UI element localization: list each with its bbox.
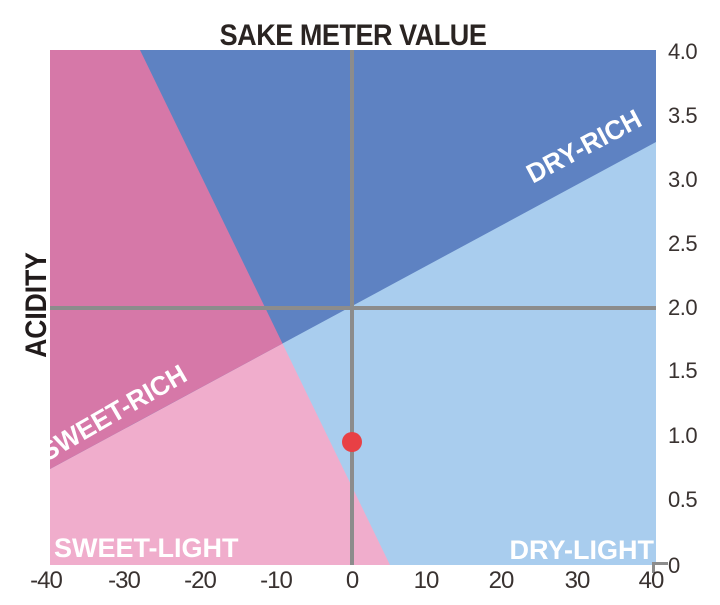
region-sweet-rich	[50, 50, 283, 469]
x-tick-label: -20	[184, 567, 217, 594]
x-tick-label: -40	[30, 567, 63, 594]
y-tick-label: 1.5	[668, 358, 698, 383]
region-label-sweet-light: SWEET-LIGHT	[54, 533, 239, 563]
region-label-dry-light: DRY-LIGHT	[509, 535, 655, 565]
y-tick-label: 3.0	[668, 167, 698, 192]
axis-corner-tick	[652, 562, 668, 573]
y-tick-label: 4.0	[668, 39, 698, 64]
data-point-marker	[342, 432, 362, 452]
x-tick-label: 10	[413, 567, 440, 594]
y-tick-label: 0	[668, 553, 680, 578]
x-tick-label: 0	[345, 567, 359, 594]
y-tick-label: 0.5	[668, 487, 698, 512]
y-tick-label: 3.5	[668, 103, 698, 128]
y-axis-title: ACIDITY	[20, 252, 53, 358]
x-tick-label: 30	[564, 567, 591, 594]
x-tick-label: -10	[260, 567, 293, 594]
x-tick-label: 20	[488, 567, 515, 594]
y-tick-label: 2.5	[668, 231, 698, 256]
x-tick-label: -30	[108, 567, 141, 594]
y-tick-label: 2.0	[668, 295, 698, 320]
x-tick-label: 40	[638, 567, 665, 594]
chart-title: SAKE METER VALUE	[219, 19, 487, 52]
y-tick-label: 1.0	[668, 423, 698, 448]
